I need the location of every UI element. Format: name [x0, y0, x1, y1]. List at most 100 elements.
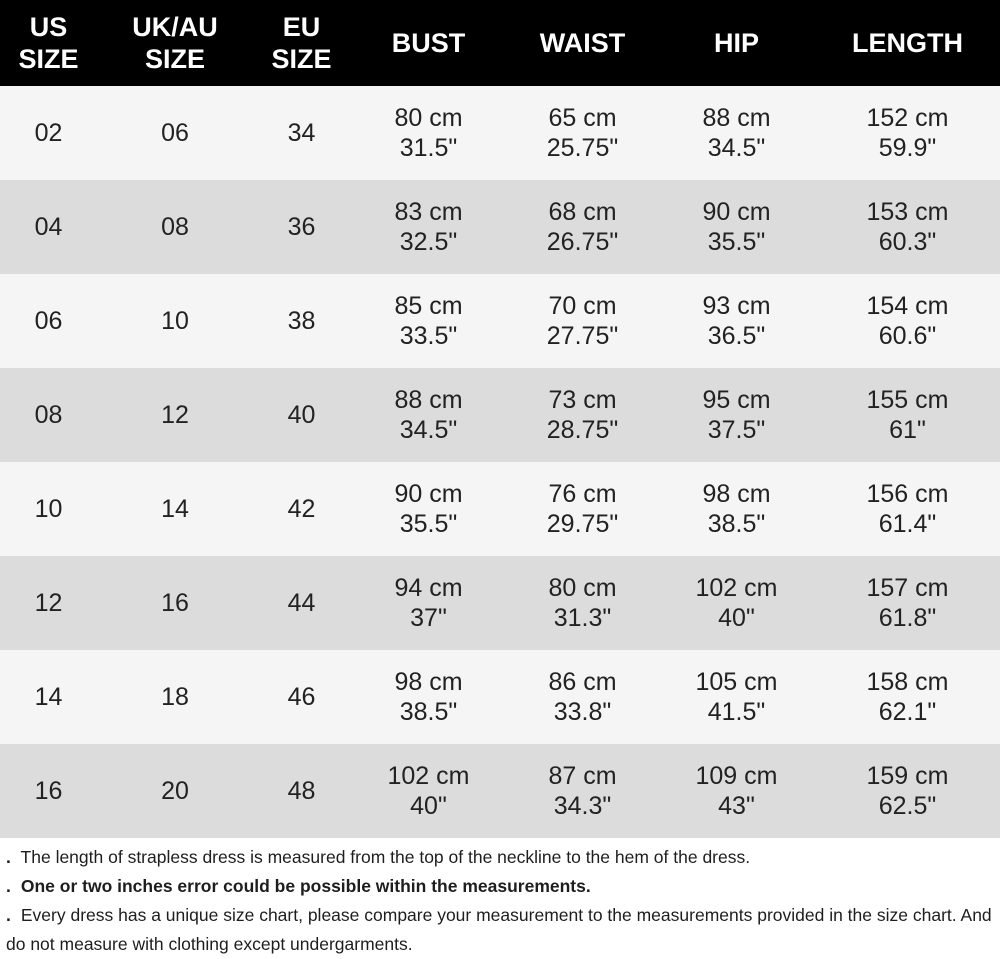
cell-hip-in: 41.5"	[707, 698, 766, 726]
cell-waist: 65 cm 25.75"	[507, 86, 658, 180]
cell-bust-cm: 94 cm	[394, 574, 463, 602]
cell-length-in: 61.4"	[878, 510, 937, 538]
cell-eu-value: 36	[287, 213, 316, 241]
cell-uk: 18	[97, 650, 253, 744]
cell-bust-in: 34.5"	[399, 416, 458, 444]
cell-eu: 36	[253, 180, 350, 274]
cell-length-in: 61"	[889, 416, 926, 444]
cell-bust: 102 cm 40"	[350, 744, 507, 838]
cell-bust-cm: 83 cm	[394, 198, 463, 226]
cell-waist-in: 25.75"	[546, 134, 619, 162]
cell-waist-cm: 80 cm	[548, 574, 617, 602]
cell-hip-in: 34.5"	[707, 134, 766, 162]
cell-length-in: 61.8"	[878, 604, 937, 632]
cell-length-in: 60.6"	[878, 322, 937, 350]
note-bullet: .	[6, 905, 11, 925]
cell-waist-in: 31.3"	[553, 604, 612, 632]
cell-waist: 80 cm 31.3"	[507, 556, 658, 650]
cell-hip-cm: 102 cm	[695, 574, 778, 602]
cell-bust: 80 cm 31.5"	[350, 86, 507, 180]
cell-waist-in: 34.3"	[553, 792, 612, 820]
cell-waist-cm: 76 cm	[548, 480, 617, 508]
cell-bust: 85 cm 33.5"	[350, 274, 507, 368]
cell-bust: 98 cm 38.5"	[350, 650, 507, 744]
cell-eu-value: 44	[287, 589, 316, 617]
cell-hip-cm: 88 cm	[702, 104, 771, 132]
cell-eu: 46	[253, 650, 350, 744]
header-hip-label: HIP	[713, 28, 759, 58]
cell-length-cm: 152 cm	[866, 104, 949, 132]
cell-waist: 87 cm 34.3"	[507, 744, 658, 838]
cell-hip-cm: 105 cm	[695, 668, 778, 696]
cell-bust-in: 33.5"	[399, 322, 458, 350]
header-bust: BUST	[350, 0, 507, 86]
table-header: US SIZE UK/AU SIZE EU SIZE BUST WAIST HI…	[0, 0, 1000, 86]
cell-bust-in: 31.5"	[399, 134, 458, 162]
cell-hip: 95 cm 37.5"	[658, 368, 815, 462]
header-waist-label: WAIST	[539, 28, 626, 58]
cell-eu: 40	[253, 368, 350, 462]
cell-bust-in: 35.5"	[399, 510, 458, 538]
cell-waist: 68 cm 26.75"	[507, 180, 658, 274]
cell-length: 155 cm 61"	[815, 368, 1000, 462]
cell-length: 156 cm 61.4"	[815, 462, 1000, 556]
size-chart-table: US SIZE UK/AU SIZE EU SIZE BUST WAIST HI…	[0, 0, 1000, 838]
cell-uk: 16	[97, 556, 253, 650]
cell-hip-cm: 109 cm	[695, 762, 778, 790]
cell-us: 16	[0, 744, 97, 838]
cell-length-cm: 156 cm	[866, 480, 949, 508]
cell-bust-cm: 85 cm	[394, 292, 463, 320]
cell-length-cm: 157 cm	[866, 574, 949, 602]
cell-waist-in: 29.75"	[546, 510, 619, 538]
cell-waist-cm: 87 cm	[548, 762, 617, 790]
cell-us-value: 14	[34, 683, 63, 711]
cell-us-value: 08	[34, 401, 63, 429]
cell-bust: 90 cm 35.5"	[350, 462, 507, 556]
table-row: 08 12 40 88 cm 34.5" 73 cm 28.75" 95 cm 37.…	[0, 368, 1000, 462]
cell-hip-in: 36.5"	[707, 322, 766, 350]
cell-eu-value: 48	[287, 777, 316, 805]
cell-hip-cm: 95 cm	[702, 386, 771, 414]
note-unique-size-chart: . Every dress has a unique size chart, p…	[6, 901, 996, 959]
cell-length: 157 cm 61.8"	[815, 556, 1000, 650]
cell-waist: 70 cm 27.75"	[507, 274, 658, 368]
table-row: 14 18 46 98 cm 38.5" 86 cm 33.8" 105 cm 41.…	[0, 650, 1000, 744]
cell-hip: 90 cm 35.5"	[658, 180, 815, 274]
cell-bust-cm: 88 cm	[394, 386, 463, 414]
cell-waist: 76 cm 29.75"	[507, 462, 658, 556]
cell-waist-in: 27.75"	[546, 322, 619, 350]
cell-length: 158 cm 62.1"	[815, 650, 1000, 744]
cell-eu: 38	[253, 274, 350, 368]
note-measurement-error: . One or two inches error could be possi…	[6, 872, 996, 901]
cell-us-value: 06	[34, 307, 63, 335]
cell-eu-value: 34	[287, 119, 316, 147]
cell-waist-cm: 73 cm	[548, 386, 617, 414]
cell-length: 154 cm 60.6"	[815, 274, 1000, 368]
cell-uk: 08	[97, 180, 253, 274]
cell-eu-value: 40	[287, 401, 316, 429]
cell-length: 152 cm 59.9"	[815, 86, 1000, 180]
cell-hip-in: 40"	[718, 604, 755, 632]
cell-uk-value: 12	[161, 401, 189, 429]
cell-hip: 102 cm 40"	[658, 556, 815, 650]
table-row: 16 20 48 102 cm 40" 87 cm 34.3" 109 cm 43" …	[0, 744, 1000, 838]
cell-bust: 94 cm 37"	[350, 556, 507, 650]
cell-length-cm: 159 cm	[866, 762, 949, 790]
cell-us: 14	[0, 650, 97, 744]
header-hip: HIP	[658, 0, 815, 86]
header-eu-line-2: SIZE	[271, 44, 332, 74]
cell-uk-value: 08	[161, 213, 189, 241]
cell-uk: 06	[97, 86, 253, 180]
cell-bust-in: 37"	[410, 604, 447, 632]
cell-length-cm: 158 cm	[866, 668, 949, 696]
note-bullet: .	[6, 847, 11, 867]
cell-eu-value: 38	[287, 307, 316, 335]
cell-waist-cm: 65 cm	[548, 104, 617, 132]
cell-us: 06	[0, 274, 97, 368]
note-text: Every dress has a unique size chart, ple…	[6, 905, 992, 954]
cell-waist-cm: 86 cm	[548, 668, 617, 696]
cell-us-value: 10	[34, 495, 63, 523]
cell-us: 08	[0, 368, 97, 462]
cell-hip: 109 cm 43"	[658, 744, 815, 838]
table-row: 10 14 42 90 cm 35.5" 76 cm 29.75" 98 cm 38.…	[0, 462, 1000, 556]
